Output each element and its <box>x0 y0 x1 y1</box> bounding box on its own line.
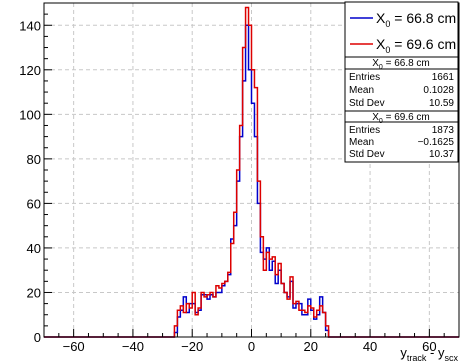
stats-box-title: X0 = 66.8 cm <box>372 58 430 71</box>
stats-value-mean: −0.1625 <box>418 137 455 148</box>
x-tick-label: 60 <box>422 339 436 354</box>
stats-value-entries: 1661 <box>432 72 455 83</box>
stats-label-stddev: Std Dev <box>349 98 385 109</box>
x-axis-title-mid: - y <box>426 345 445 360</box>
legend-entry-series-1: X0 = 66.8 cm <box>376 10 456 29</box>
stats-box-series-1: X0 = 66.8 cm Entries 1661 Mean 0.1028 St… <box>344 56 459 112</box>
stats-label-entries: Entries <box>349 72 380 83</box>
stats-value-stddev: 10.59 <box>429 98 454 109</box>
y-tick-label: 100 <box>19 107 41 122</box>
x-axis-title-sub1: track <box>407 353 427 363</box>
y-tick-label: 140 <box>19 18 41 33</box>
x-tick-label: −20 <box>181 339 203 354</box>
axes: −60 −40 −20 0 20 40 60 0 20 40 60 80 100 120 140 <box>19 2 460 354</box>
stats-label-stddev: Std Dev <box>349 149 385 160</box>
stats-value-stddev: 10.37 <box>429 149 454 160</box>
x-tick-label: −60 <box>63 339 85 354</box>
x-axis-title-main: y <box>400 345 407 360</box>
x-tick-label: −40 <box>122 339 144 354</box>
stats-label-entries: Entries <box>349 125 380 136</box>
y-tick-label: 0 <box>34 330 41 345</box>
x-axis-title-sub2: scx <box>445 353 459 363</box>
x-axis-title: ytrack - yscx <box>400 345 458 363</box>
stats-box-title: X0 = 69.6 cm <box>372 112 430 125</box>
stats-label-mean: Mean <box>349 85 374 96</box>
y-tick-label: 80 <box>27 152 41 167</box>
stats-box-series-2: X0 = 69.6 cm Entries 1873 Mean −0.1625 S… <box>344 110 459 163</box>
y-tick-label: 60 <box>27 196 41 211</box>
stats-label-mean: Mean <box>349 137 374 148</box>
y-tick-label: 40 <box>27 241 41 256</box>
legend-entry-series-2: X0 = 69.6 cm <box>376 36 456 55</box>
y-tick-label: 120 <box>19 63 41 78</box>
y-tick-label: 20 <box>27 285 41 300</box>
histogram-series <box>44 6 459 338</box>
legend: X0 = 66.8 cm X0 = 69.6 cm <box>344 1 459 63</box>
stats-value-mean: 0.1028 <box>423 85 454 96</box>
x-tick-label: 40 <box>363 339 377 354</box>
stats-value-entries: 1873 <box>432 125 455 136</box>
x-tick-label: 0 <box>248 339 255 354</box>
histogram-series-2 <box>44 6 459 338</box>
x-tick-label: 20 <box>304 339 318 354</box>
